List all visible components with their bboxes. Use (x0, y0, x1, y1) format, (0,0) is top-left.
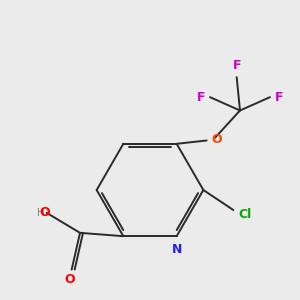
Text: H: H (37, 208, 45, 218)
Text: O: O (65, 273, 75, 286)
Text: O: O (39, 206, 50, 219)
Text: O: O (212, 133, 222, 146)
Text: N: N (172, 243, 182, 256)
Text: F: F (275, 91, 284, 103)
Text: F: F (232, 59, 241, 72)
Text: Cl: Cl (238, 208, 252, 221)
Text: F: F (196, 91, 205, 103)
